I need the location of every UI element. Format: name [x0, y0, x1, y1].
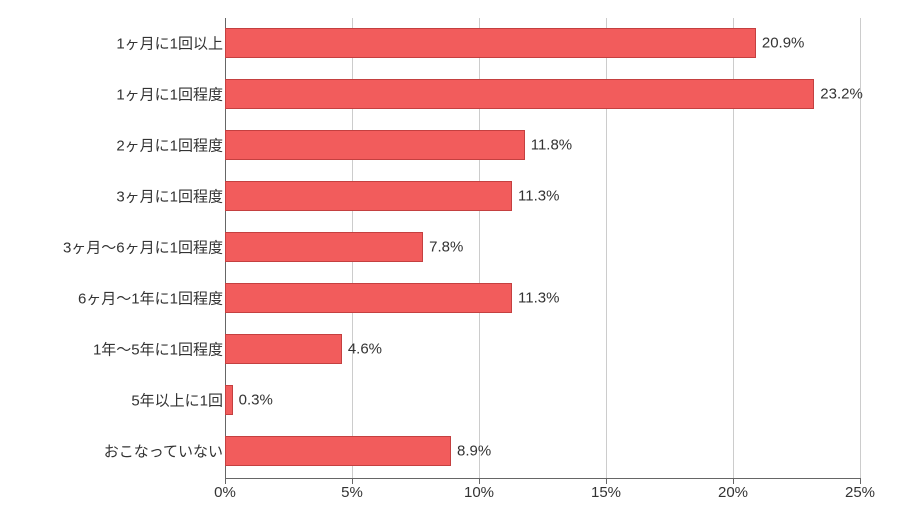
bar [225, 232, 423, 262]
bar [225, 283, 512, 313]
bar [225, 334, 342, 364]
x-tick-label: 5% [341, 478, 363, 501]
bar-row: 2ヶ月に1回程度11.8% [225, 130, 860, 160]
bar-row: 1ヶ月に1回程度23.2% [225, 79, 860, 109]
category-label: おこなっていない [104, 441, 225, 462]
frequency-bar-chart: 0%5%10%15%20%25%1ヶ月に1回以上20.9%1ヶ月に1回程度23.… [0, 0, 904, 522]
value-label: 11.3% [518, 188, 559, 205]
value-label: 4.6% [348, 341, 382, 358]
category-label: 1年～5年に1回程度 [93, 339, 225, 360]
bar [225, 130, 525, 160]
bar [225, 181, 512, 211]
bar [225, 79, 814, 109]
category-label: 3ヶ月～6ヶ月に1回程度 [63, 237, 225, 258]
bar-row: おこなっていない8.9% [225, 436, 860, 466]
category-label: 1ヶ月に1回以上 [116, 33, 225, 54]
bar [225, 385, 233, 415]
value-label: 8.9% [457, 443, 491, 460]
value-label: 11.3% [518, 290, 559, 307]
bar-row: 1ヶ月に1回以上20.9% [225, 28, 860, 58]
plot-area: 0%5%10%15%20%25%1ヶ月に1回以上20.9%1ヶ月に1回程度23.… [225, 18, 860, 478]
x-axis-baseline [225, 478, 860, 479]
category-label: 5年以上に1回 [131, 390, 225, 411]
x-tick-label: 20% [718, 478, 748, 501]
bar-row: 3ヶ月～6ヶ月に1回程度7.8% [225, 232, 860, 262]
bar-row: 1年～5年に1回程度4.6% [225, 334, 860, 364]
value-label: 0.3% [239, 392, 273, 409]
category-label: 2ヶ月に1回程度 [116, 135, 225, 156]
x-tick-label: 10% [464, 478, 494, 501]
bar-row: 6ヶ月～1年に1回程度11.3% [225, 283, 860, 313]
value-label: 7.8% [429, 239, 463, 256]
bar [225, 28, 756, 58]
value-label: 20.9% [762, 35, 805, 52]
bar-row: 3ヶ月に1回程度11.3% [225, 181, 860, 211]
value-label: 23.2% [820, 86, 863, 103]
category-label: 6ヶ月～1年に1回程度 [78, 288, 225, 309]
x-tick-label: 0% [214, 478, 236, 501]
x-tick-label: 15% [591, 478, 621, 501]
category-label: 3ヶ月に1回程度 [116, 186, 225, 207]
value-label: 11.8% [531, 137, 572, 154]
category-label: 1ヶ月に1回程度 [116, 84, 225, 105]
bar [225, 436, 451, 466]
bar-row: 5年以上に1回0.3% [225, 385, 860, 415]
x-tick-label: 25% [845, 478, 875, 501]
